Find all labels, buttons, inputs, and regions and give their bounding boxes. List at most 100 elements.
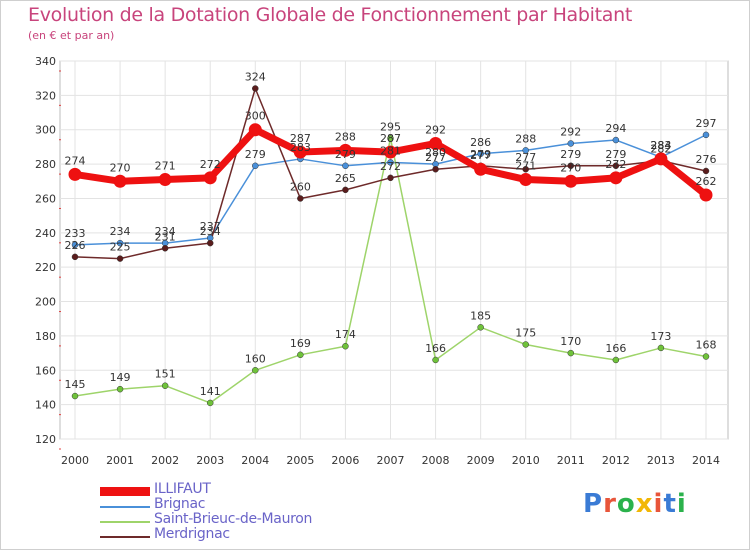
data-label: 270	[560, 161, 581, 174]
data-point	[699, 188, 713, 202]
y-tick-label: 240	[35, 227, 56, 240]
data-point	[567, 349, 575, 357]
data-label: 270	[110, 161, 131, 174]
y-tick-label: 220	[35, 261, 56, 274]
data-label: 287	[290, 132, 311, 145]
data-label: 324	[245, 70, 266, 83]
data-point	[252, 162, 259, 170]
x-tick-label: 2011	[557, 454, 585, 467]
legend-swatch	[100, 521, 150, 523]
data-label: 271	[155, 160, 176, 173]
data-label: 170	[560, 335, 581, 348]
legend-label: Merdrignac	[154, 526, 230, 542]
data-label: 174	[335, 328, 356, 341]
data-point	[522, 147, 529, 154]
data-label: 145	[65, 378, 86, 391]
data-point	[429, 136, 443, 150]
y-tick-label: 120	[35, 433, 56, 446]
data-point	[522, 341, 529, 348]
data-point	[68, 167, 82, 181]
data-point	[293, 145, 307, 159]
data-point	[609, 171, 623, 185]
data-label: 277	[425, 151, 446, 164]
data-label: 149	[110, 371, 131, 384]
data-point	[702, 167, 710, 175]
data-label: 279	[605, 148, 626, 161]
data-point	[612, 356, 620, 364]
data-point	[477, 324, 484, 331]
x-tick-label: 2003	[196, 454, 224, 467]
data-point	[612, 136, 620, 144]
data-point	[297, 195, 304, 202]
data-label: 272	[605, 158, 626, 171]
data-point	[474, 162, 488, 176]
y-tick-label: 260	[35, 192, 56, 205]
data-label: 277	[470, 149, 491, 162]
y-tick-label: 300	[35, 124, 56, 137]
plot-area	[59, 60, 729, 440]
data-point	[702, 131, 710, 139]
data-label: 173	[650, 330, 671, 343]
x-tick-label: 2009	[467, 454, 495, 467]
legend-swatch	[100, 487, 150, 496]
data-label: 292	[560, 125, 581, 138]
data-label: 226	[65, 239, 86, 252]
data-label: 297	[696, 117, 717, 130]
data-label: 260	[290, 180, 311, 193]
data-label: 175	[515, 327, 536, 340]
data-label: 281	[380, 144, 401, 157]
x-tick-label: 2000	[61, 454, 89, 467]
data-label: 300	[245, 110, 266, 123]
data-point	[342, 186, 349, 194]
data-point	[342, 342, 349, 350]
data-label: 276	[696, 153, 717, 166]
chart-subtitle: (en € et par an)	[28, 29, 115, 42]
data-label: 169	[290, 337, 311, 350]
data-point	[206, 399, 214, 407]
y-tick-label: 200	[35, 296, 56, 309]
logo-letter: t	[663, 489, 677, 519]
legend-label: Brignac	[154, 496, 206, 512]
data-point	[206, 239, 214, 247]
data-label: 292	[425, 123, 446, 136]
data-label: 283	[650, 139, 671, 152]
logo-letter: r	[603, 489, 617, 519]
data-point	[519, 173, 533, 187]
data-label: 287	[380, 132, 401, 145]
data-label: 286	[470, 136, 491, 149]
data-point	[161, 382, 169, 389]
y-tick-label: 280	[35, 158, 56, 171]
logo-letter: o	[616, 489, 636, 519]
data-label: 160	[245, 352, 266, 365]
data-label: 237	[200, 220, 221, 233]
data-label: 231	[155, 230, 176, 243]
data-label: 234	[155, 225, 176, 238]
data-label: 279	[560, 148, 581, 161]
x-tick-label: 2001	[106, 454, 134, 467]
proxiti-logo: Proxiti	[583, 489, 687, 519]
data-label: 280	[425, 146, 446, 159]
logo-letter: i	[676, 489, 687, 519]
data-label: 151	[155, 368, 176, 381]
data-label: 279	[470, 148, 491, 161]
x-tick-label: 2005	[286, 454, 314, 467]
data-point	[71, 253, 79, 261]
y-tick-label: 180	[35, 330, 56, 343]
data-label: 265	[335, 172, 356, 185]
x-tick-label: 2004	[241, 454, 269, 467]
y-tick-label: 140	[35, 399, 56, 412]
data-point	[702, 353, 710, 360]
data-label: 225	[110, 241, 131, 254]
x-tick-label: 2007	[377, 454, 405, 467]
logo-letter: i	[653, 489, 664, 519]
data-label: 279	[335, 148, 356, 161]
data-point	[522, 165, 529, 173]
data-point	[567, 140, 575, 147]
data-point	[71, 392, 79, 400]
data-point	[384, 145, 397, 159]
data-point	[657, 344, 665, 352]
data-point	[567, 162, 575, 170]
data-point	[116, 385, 124, 393]
data-point	[654, 152, 668, 166]
